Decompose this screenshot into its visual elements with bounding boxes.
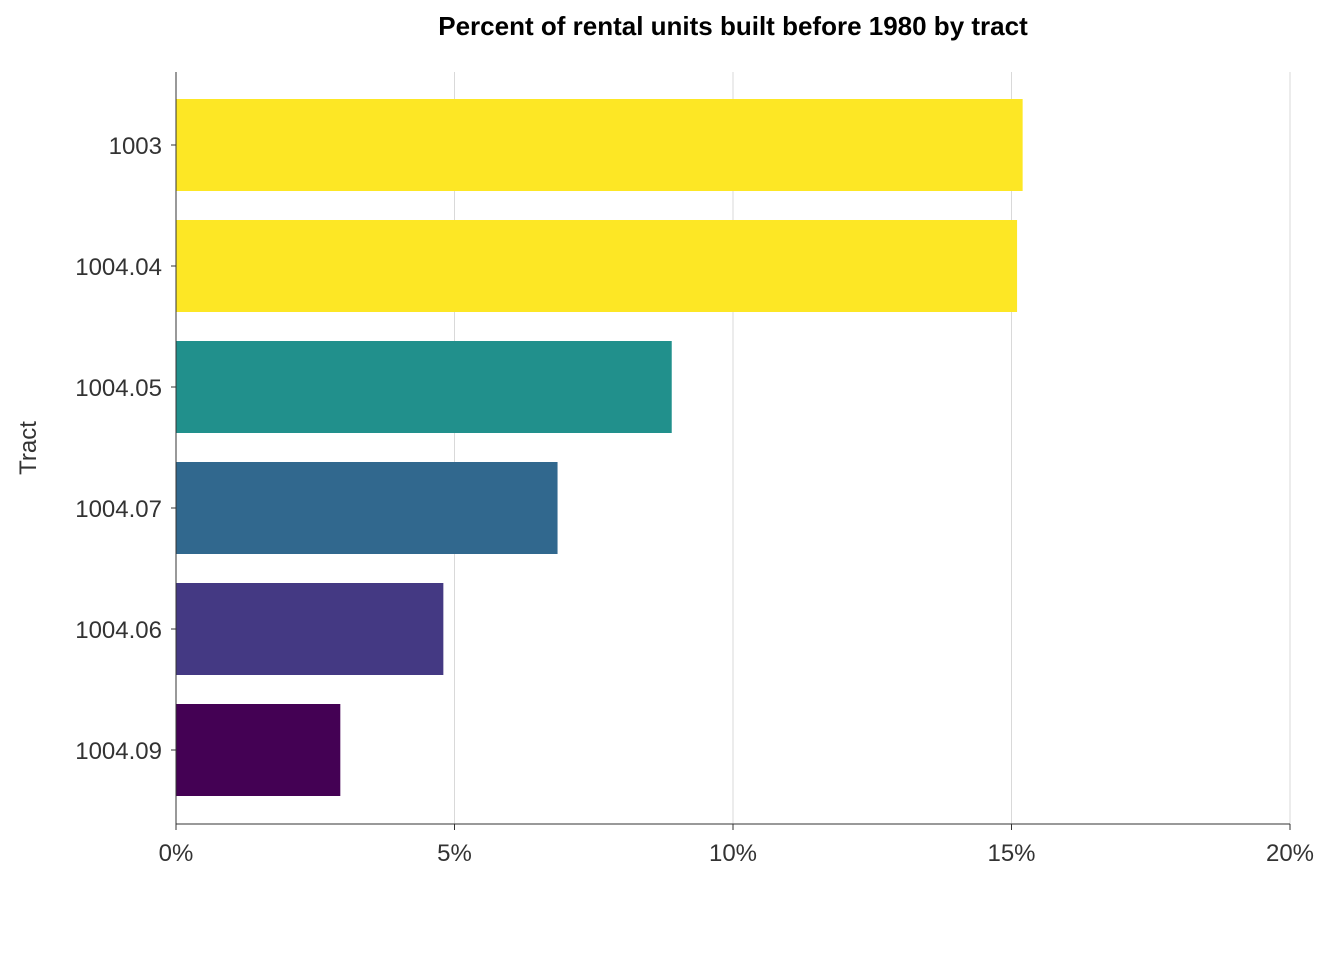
- bar: [176, 583, 444, 675]
- x-tick-label: 10%: [709, 840, 757, 867]
- y-tick-label: 1003: [109, 133, 162, 160]
- axes: [171, 72, 1291, 830]
- bars: [176, 99, 1023, 796]
- y-tick-label: 1004.09: [75, 738, 162, 765]
- x-tick-label: 20%: [1266, 840, 1314, 867]
- tick-labels: 1003 1004.04 1004.05 1004.07 1004.06 1004.09 0…: [75, 133, 1314, 867]
- bar: [176, 220, 1018, 312]
- bar: [176, 462, 558, 554]
- bar: [176, 704, 341, 796]
- y-tick-label: 1004.07: [75, 496, 162, 523]
- bar: [176, 99, 1023, 191]
- x-tick-label: 15%: [987, 840, 1035, 867]
- chart-title: Percent of rental units built before 198…: [438, 11, 1028, 41]
- x-tick-label: 0%: [159, 840, 194, 867]
- gridlines: [454, 72, 1291, 824]
- bar: [176, 341, 672, 433]
- x-tick-label: 5%: [437, 840, 472, 867]
- y-axis-label: Tract: [15, 421, 42, 475]
- y-tick-label: 1004.04: [75, 254, 162, 281]
- y-tick-label: 1004.05: [75, 375, 162, 402]
- y-tick-label: 1004.06: [75, 617, 162, 644]
